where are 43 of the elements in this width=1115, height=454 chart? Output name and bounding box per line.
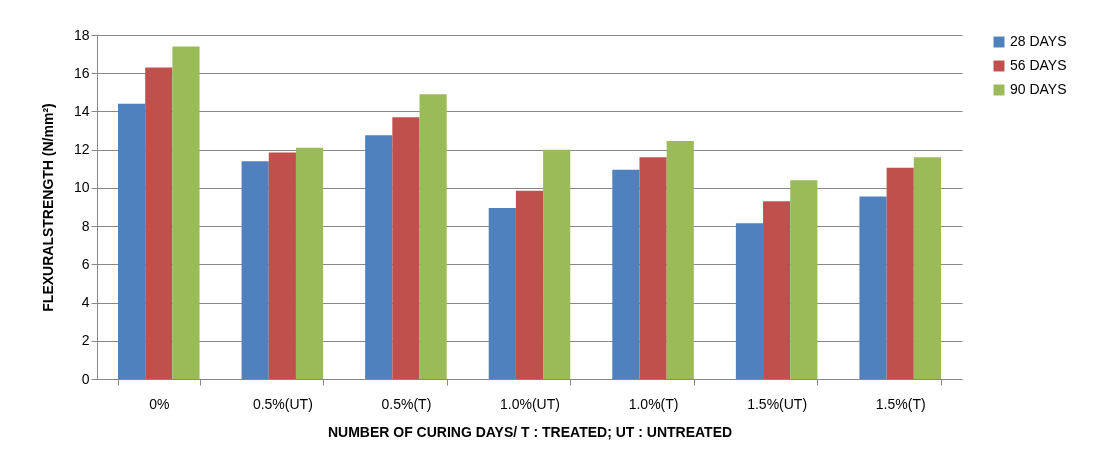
bar (735, 223, 764, 379)
x-tick-label: 1.0%(UT) (500, 395, 560, 412)
y-tick-label: 8 (81, 217, 90, 234)
bar (145, 67, 173, 379)
y-axis-title: FLEXURALSTRENGTH (N/mm²) (39, 103, 56, 312)
y-tick-label: 14 (73, 102, 90, 119)
bar (612, 169, 640, 379)
bar (543, 149, 571, 379)
bar (515, 190, 544, 379)
x-tick-label: 1.0%(T) (628, 395, 679, 412)
bar (488, 207, 516, 379)
y-tick-label: 12 (73, 141, 90, 158)
bar (172, 46, 200, 379)
bar (639, 157, 667, 379)
y-tick-label: 18 (73, 26, 90, 43)
legend-label: 28 DAYS (1010, 33, 1067, 49)
legend-label: 56 DAYS (1010, 57, 1067, 73)
bar (886, 167, 914, 379)
x-tick-label: 1.5%(T) (875, 395, 926, 412)
y-tick-label: 0 (81, 370, 90, 387)
x-axis-title: NUMBER OF CURING DAYS/ T : TREATED; UT : UNTREATED (327, 423, 733, 440)
bar (241, 161, 269, 379)
y-tick-label: 4 (81, 294, 90, 311)
bar (790, 180, 818, 379)
x-tick-label: 0.5%(UT) (252, 395, 313, 412)
x-tick-label: 1.5%(UT) (747, 395, 808, 412)
bar (392, 117, 420, 379)
bar (913, 157, 941, 379)
bar (859, 196, 887, 379)
legend-label: 90 DAYS (1010, 81, 1067, 97)
bar (268, 152, 296, 379)
bar (763, 201, 791, 379)
y-tick-label: 10 (73, 179, 90, 196)
x-tick-label: 0.5%(T) (381, 395, 432, 412)
bar (118, 103, 146, 379)
bar (295, 147, 324, 379)
bar (365, 135, 393, 379)
y-tick-label: 6 (81, 255, 90, 272)
bar (666, 141, 694, 379)
y-tick-label: 16 (73, 64, 90, 81)
bar (419, 94, 447, 379)
y-tick-label: 2 (81, 332, 90, 349)
x-tick-label: 0% (149, 395, 170, 412)
